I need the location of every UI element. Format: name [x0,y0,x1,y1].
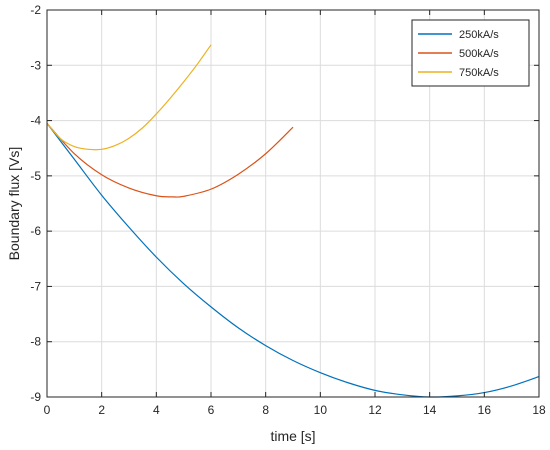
x-tick-label: 18 [532,403,546,417]
y-tick-label: -4 [30,114,41,128]
x-axis-label: time [s] [270,428,315,444]
y-tick-label: -2 [30,3,41,17]
series-line-1 [46,122,540,398]
y-tick-label: -5 [30,169,41,183]
y-axis-label: Boundary flux [Vs] [6,147,22,261]
legend-label: 750kA/s [459,67,499,79]
x-tick-label: 2 [98,403,105,417]
plot-frame [46,9,540,398]
legend-label: 500kA/s [459,48,499,60]
y-tick-label: -8 [30,335,41,349]
x-tick-label: 8 [262,403,269,417]
legend-label: 250kA/s [459,29,499,41]
x-tick-label: 4 [153,403,160,417]
x-tick-label: 0 [44,403,51,417]
y-tick-label: -6 [30,224,41,238]
series-line-2 [46,122,294,198]
x-tick-label: 12 [368,403,382,417]
legend: 250kA/s 500kA/s 750kA/s [411,19,530,87]
x-tick-label: 16 [478,403,492,417]
y-tick-label: -3 [30,58,41,72]
tick-labels: 0 2 4 6 8 10 12 14 16 18 -9 -8 -7 -6 -5 -4 -3 -2 [30,3,546,417]
y-tick-label: -7 [30,279,41,293]
series-line-3 [46,44,212,151]
x-tick-label: 14 [423,403,437,417]
y-tick-label: -9 [30,390,41,404]
x-tick-label: 10 [314,403,328,417]
x-tick-label: 6 [208,403,215,417]
series-lines [46,44,540,398]
